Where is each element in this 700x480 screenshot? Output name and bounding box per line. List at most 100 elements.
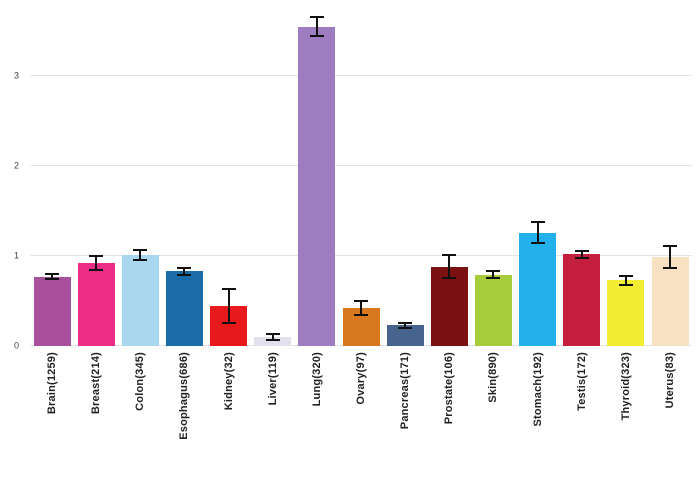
x-tick: Stomach(192) bbox=[516, 352, 560, 478]
x-tick-label: Prostate(106) bbox=[443, 352, 456, 425]
x-tick-label: Brain(1259) bbox=[46, 352, 59, 415]
error-bar bbox=[354, 300, 369, 317]
x-tick-label: Lung(320) bbox=[310, 352, 323, 407]
error-bar-line bbox=[183, 266, 186, 276]
x-tick-label: Uterus(83) bbox=[664, 352, 677, 409]
bar-slot bbox=[30, 4, 74, 346]
x-tick-label: Colon(345) bbox=[134, 352, 147, 411]
error-bar-line bbox=[95, 255, 98, 272]
bar bbox=[474, 274, 512, 346]
x-tick: Colon(345) bbox=[118, 352, 162, 478]
x-tick-label: Thyroid(323) bbox=[619, 352, 632, 421]
bar bbox=[651, 256, 689, 346]
error-bar bbox=[398, 321, 413, 330]
error-bar bbox=[618, 274, 633, 286]
x-tick: Lung(320) bbox=[295, 352, 339, 478]
error-bar bbox=[663, 245, 678, 270]
bar-slot bbox=[162, 4, 206, 346]
x-tick: Esophagus(686) bbox=[162, 352, 206, 478]
x-tick: Pancreas(171) bbox=[383, 352, 427, 478]
error-bar bbox=[45, 273, 60, 281]
bar bbox=[298, 26, 336, 346]
bar-slot bbox=[118, 4, 162, 346]
bar bbox=[386, 325, 424, 346]
bar-slot bbox=[383, 4, 427, 346]
bar-slot bbox=[427, 4, 471, 346]
x-tick: Ovary(97) bbox=[339, 352, 383, 478]
bar-slot bbox=[604, 4, 648, 346]
bar-slot bbox=[251, 4, 295, 346]
error-bar bbox=[133, 248, 148, 262]
x-tick: Prostate(106) bbox=[427, 352, 471, 478]
bar-slot bbox=[516, 4, 560, 346]
error-bar bbox=[442, 254, 457, 280]
gridline bbox=[30, 165, 692, 166]
bar-slot bbox=[471, 4, 515, 346]
x-tick-label: Pancreas(171) bbox=[399, 352, 412, 430]
error-bar-line bbox=[536, 220, 539, 245]
bar-slot bbox=[339, 4, 383, 346]
error-bar bbox=[89, 255, 104, 272]
error-bar-line bbox=[492, 270, 495, 280]
x-tick: Liver(119) bbox=[251, 352, 295, 478]
error-bar-line bbox=[315, 15, 318, 38]
bar-slot bbox=[207, 4, 251, 346]
x-tick-label: Kidney(32) bbox=[222, 352, 235, 411]
x-tick-label: Skin(890) bbox=[487, 352, 500, 403]
plot-area bbox=[30, 4, 692, 346]
x-tick-label: Breast(214) bbox=[90, 352, 103, 415]
gridline bbox=[30, 255, 692, 256]
x-tick-label: Esophagus(686) bbox=[178, 352, 191, 440]
gridline bbox=[30, 75, 692, 76]
bar bbox=[254, 337, 292, 346]
bar bbox=[430, 266, 468, 346]
bar bbox=[165, 271, 203, 346]
y-tick-label: 2 bbox=[13, 160, 19, 171]
error-bar-line bbox=[669, 245, 672, 269]
y-tick-label: 1 bbox=[13, 250, 19, 261]
bar bbox=[519, 232, 557, 346]
x-axis-labels: Brain(1259) Breast(214) Colon(345) Esophagu… bbox=[30, 352, 692, 478]
bar bbox=[33, 276, 71, 346]
error-bar-line bbox=[404, 321, 407, 329]
error-bar-line bbox=[51, 273, 54, 281]
x-tick-label: Testis(172) bbox=[575, 352, 588, 411]
error-bar-line bbox=[271, 333, 274, 341]
bar-slot bbox=[560, 4, 604, 346]
x-tick-label: Stomach(192) bbox=[531, 352, 544, 427]
x-tick: Uterus(83) bbox=[648, 352, 692, 478]
x-tick: Kidney(32) bbox=[207, 352, 251, 478]
x-tick: Breast(214) bbox=[74, 352, 118, 478]
bar bbox=[77, 263, 115, 346]
error-bar bbox=[265, 333, 280, 341]
x-tick: Skin(890) bbox=[471, 352, 515, 478]
x-tick: Thyroid(323) bbox=[604, 352, 648, 478]
error-bar bbox=[530, 220, 545, 245]
bar-slot bbox=[74, 4, 118, 346]
x-tick-label: Ovary(97) bbox=[355, 352, 368, 405]
x-tick-label: Liver(119) bbox=[266, 352, 279, 406]
bar-slot bbox=[648, 4, 692, 346]
bar bbox=[121, 255, 159, 346]
error-bar bbox=[177, 266, 192, 276]
x-tick: Brain(1259) bbox=[30, 352, 74, 478]
error-bar-line bbox=[227, 287, 230, 324]
bar bbox=[563, 254, 601, 346]
error-bar-line bbox=[139, 248, 142, 262]
bar bbox=[607, 280, 645, 346]
bar-slot bbox=[295, 4, 339, 346]
error-bar-line bbox=[580, 249, 583, 259]
error-bar bbox=[309, 15, 324, 38]
error-bar-line bbox=[448, 254, 451, 280]
bars-container bbox=[30, 4, 692, 346]
y-tick-label: 3 bbox=[13, 70, 19, 81]
y-tick-label: 0 bbox=[13, 340, 19, 351]
error-bar-line bbox=[360, 300, 363, 317]
error-bar bbox=[574, 249, 589, 259]
error-bar-line bbox=[624, 274, 627, 286]
error-bar bbox=[221, 287, 236, 324]
x-tick: Testis(172) bbox=[560, 352, 604, 478]
error-bar bbox=[486, 270, 501, 280]
y-axis: 0 1 2 3 bbox=[0, 4, 28, 350]
